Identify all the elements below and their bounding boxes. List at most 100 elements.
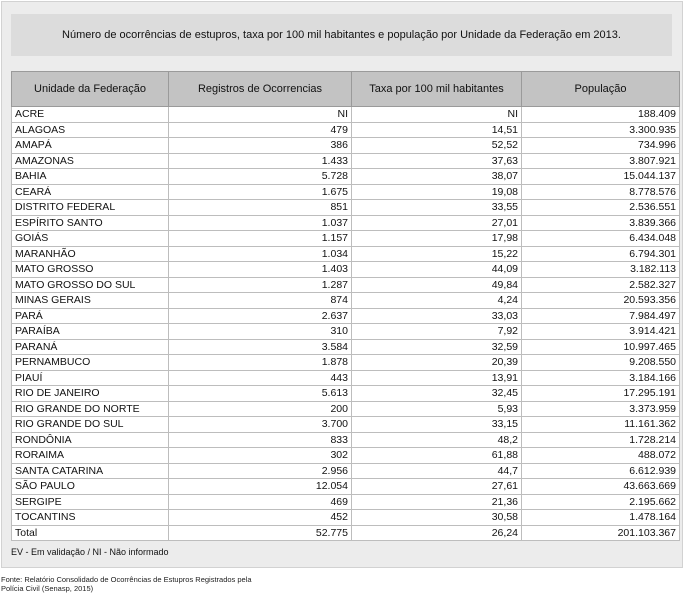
total-row: Total 52.775 26,24 201.103.367 xyxy=(11,524,680,541)
table-row: DISTRITO FEDERAL 851 33,55 2.536.551 xyxy=(11,199,680,216)
table-row: AMAZONAS 1.433 37,63 3.807.921 xyxy=(11,152,680,169)
table-row: PERNAMBUCO 1.878 20,39 9.208.550 xyxy=(11,354,680,371)
cell-uf: CEARÁ xyxy=(11,183,169,200)
table-row: RONDÔNIA 833 48,2 1.728.214 xyxy=(11,431,680,448)
cell-registros: 5.613 xyxy=(168,385,352,402)
cell-taxa: 27,01 xyxy=(351,214,522,231)
table-row: ALAGOAS 479 14,51 3.300.935 xyxy=(11,121,680,138)
cell-taxa: 38,07 xyxy=(351,168,522,185)
cell-registros: 469 xyxy=(168,493,352,510)
table-row: TOCANTINS 452 30,58 1.478.164 xyxy=(11,509,680,526)
cell-registros: 851 xyxy=(168,199,352,216)
header-registros: Registros de Ocorrencias xyxy=(168,71,352,107)
cell-populacao: 734.996 xyxy=(521,137,680,154)
cell-taxa: 33,03 xyxy=(351,307,522,324)
cell-taxa: 44,7 xyxy=(351,462,522,479)
cell-registros: 443 xyxy=(168,369,352,386)
table-row: PIAUÍ 443 13,91 3.184.166 xyxy=(11,369,680,386)
cell-uf: PARÁ xyxy=(11,307,169,324)
cell-registros: 302 xyxy=(168,447,352,464)
cell-taxa: 27,61 xyxy=(351,478,522,495)
cell-uf: MATO GROSSO DO SUL xyxy=(11,276,169,293)
cell-registros: 874 xyxy=(168,292,352,309)
cell-populacao: 11.161.362 xyxy=(521,416,680,433)
cell-uf: SANTA CATARINA xyxy=(11,462,169,479)
cell-uf: TOCANTINS xyxy=(11,509,169,526)
total-populacao: 201.103.367 xyxy=(521,524,680,541)
cell-taxa: 5,93 xyxy=(351,400,522,417)
table-row: MATO GROSSO DO SUL 1.287 49,84 2.582.327 xyxy=(11,276,680,293)
cell-uf: PERNAMBUCO xyxy=(11,354,169,371)
cell-uf: GOIÁS xyxy=(11,230,169,247)
cell-taxa: 7,92 xyxy=(351,323,522,340)
table-row: ACRE NI NI 188.409 xyxy=(11,106,680,123)
cell-uf: PARANÁ xyxy=(11,338,169,355)
header-uf: Unidade da Federação xyxy=(11,71,169,107)
cell-registros: 2.956 xyxy=(168,462,352,479)
source-note: Fonte: Relatório Consolidado de Ocorrênc… xyxy=(1,575,331,593)
cell-registros: NI xyxy=(168,106,352,123)
cell-registros: 452 xyxy=(168,509,352,526)
table-row: RIO GRANDE DO NORTE 200 5,93 3.373.959 xyxy=(11,400,680,417)
cell-populacao: 15.044.137 xyxy=(521,168,680,185)
cell-registros: 12.054 xyxy=(168,478,352,495)
header-row: Unidade da Federação Registros de Ocorre… xyxy=(11,71,680,107)
cell-taxa: 33,15 xyxy=(351,416,522,433)
cell-uf: AMAPÁ xyxy=(11,137,169,154)
table-row: PARAÍBA 310 7,92 3.914.421 xyxy=(11,323,680,340)
cell-taxa: 21,36 xyxy=(351,493,522,510)
cell-populacao: 188.409 xyxy=(521,106,680,123)
cell-registros: 833 xyxy=(168,431,352,448)
cell-populacao: 10.997.465 xyxy=(521,338,680,355)
table-row: GOIÁS 1.157 17,98 6.434.048 xyxy=(11,230,680,247)
table-row: AMAPÁ 386 52,52 734.996 xyxy=(11,137,680,154)
cell-taxa: 33,55 xyxy=(351,199,522,216)
cell-taxa: 32,45 xyxy=(351,385,522,402)
cell-registros: 3.584 xyxy=(168,338,352,355)
data-table: Unidade da Federação Registros de Ocorre… xyxy=(11,71,680,541)
header-taxa: Taxa por 100 mil habitantes xyxy=(351,71,522,107)
cell-uf: ESPÍRITO SANTO xyxy=(11,214,169,231)
cell-registros: 3.700 xyxy=(168,416,352,433)
cell-uf: DISTRITO FEDERAL xyxy=(11,199,169,216)
cell-populacao: 488.072 xyxy=(521,447,680,464)
cell-registros: 1.287 xyxy=(168,276,352,293)
cell-uf: ALAGOAS xyxy=(11,121,169,138)
cell-uf: PARAÍBA xyxy=(11,323,169,340)
table-title: Número de ocorrências de estupros, taxa … xyxy=(11,14,672,56)
cell-taxa: 13,91 xyxy=(351,369,522,386)
table-row: RORAIMA 302 61,88 488.072 xyxy=(11,447,680,464)
cell-populacao: 1.728.214 xyxy=(521,431,680,448)
table-row: ESPÍRITO SANTO 1.037 27,01 3.839.366 xyxy=(11,214,680,231)
cell-uf: AMAZONAS xyxy=(11,152,169,169)
cell-registros: 1.157 xyxy=(168,230,352,247)
cell-populacao: 3.373.959 xyxy=(521,400,680,417)
cell-registros: 1.675 xyxy=(168,183,352,200)
cell-populacao: 9.208.550 xyxy=(521,354,680,371)
cell-taxa: 49,84 xyxy=(351,276,522,293)
cell-populacao: 1.478.164 xyxy=(521,509,680,526)
table-row: MINAS GERAIS 874 4,24 20.593.356 xyxy=(11,292,680,309)
cell-uf: ACRE xyxy=(11,106,169,123)
total-label: Total xyxy=(11,524,169,541)
cell-uf: SERGIPE xyxy=(11,493,169,510)
cell-registros: 1.433 xyxy=(168,152,352,169)
cell-populacao: 6.434.048 xyxy=(521,230,680,247)
cell-taxa: 32,59 xyxy=(351,338,522,355)
cell-taxa: 52,52 xyxy=(351,137,522,154)
cell-taxa: 37,63 xyxy=(351,152,522,169)
cell-taxa: 20,39 xyxy=(351,354,522,371)
cell-populacao: 6.794.301 xyxy=(521,245,680,262)
cell-taxa: 4,24 xyxy=(351,292,522,309)
cell-uf: RIO DE JANEIRO xyxy=(11,385,169,402)
cell-populacao: 7.984.497 xyxy=(521,307,680,324)
cell-populacao: 2.536.551 xyxy=(521,199,680,216)
cell-uf: RIO GRANDE DO NORTE xyxy=(11,400,169,417)
cell-taxa: 61,88 xyxy=(351,447,522,464)
cell-populacao: 3.300.935 xyxy=(521,121,680,138)
legend-note: EV - Em validação / NI - Não informado xyxy=(11,547,169,557)
table-row: BAHIA 5.728 38,07 15.044.137 xyxy=(11,168,680,185)
cell-registros: 1.403 xyxy=(168,261,352,278)
cell-taxa: 19,08 xyxy=(351,183,522,200)
cell-registros: 200 xyxy=(168,400,352,417)
